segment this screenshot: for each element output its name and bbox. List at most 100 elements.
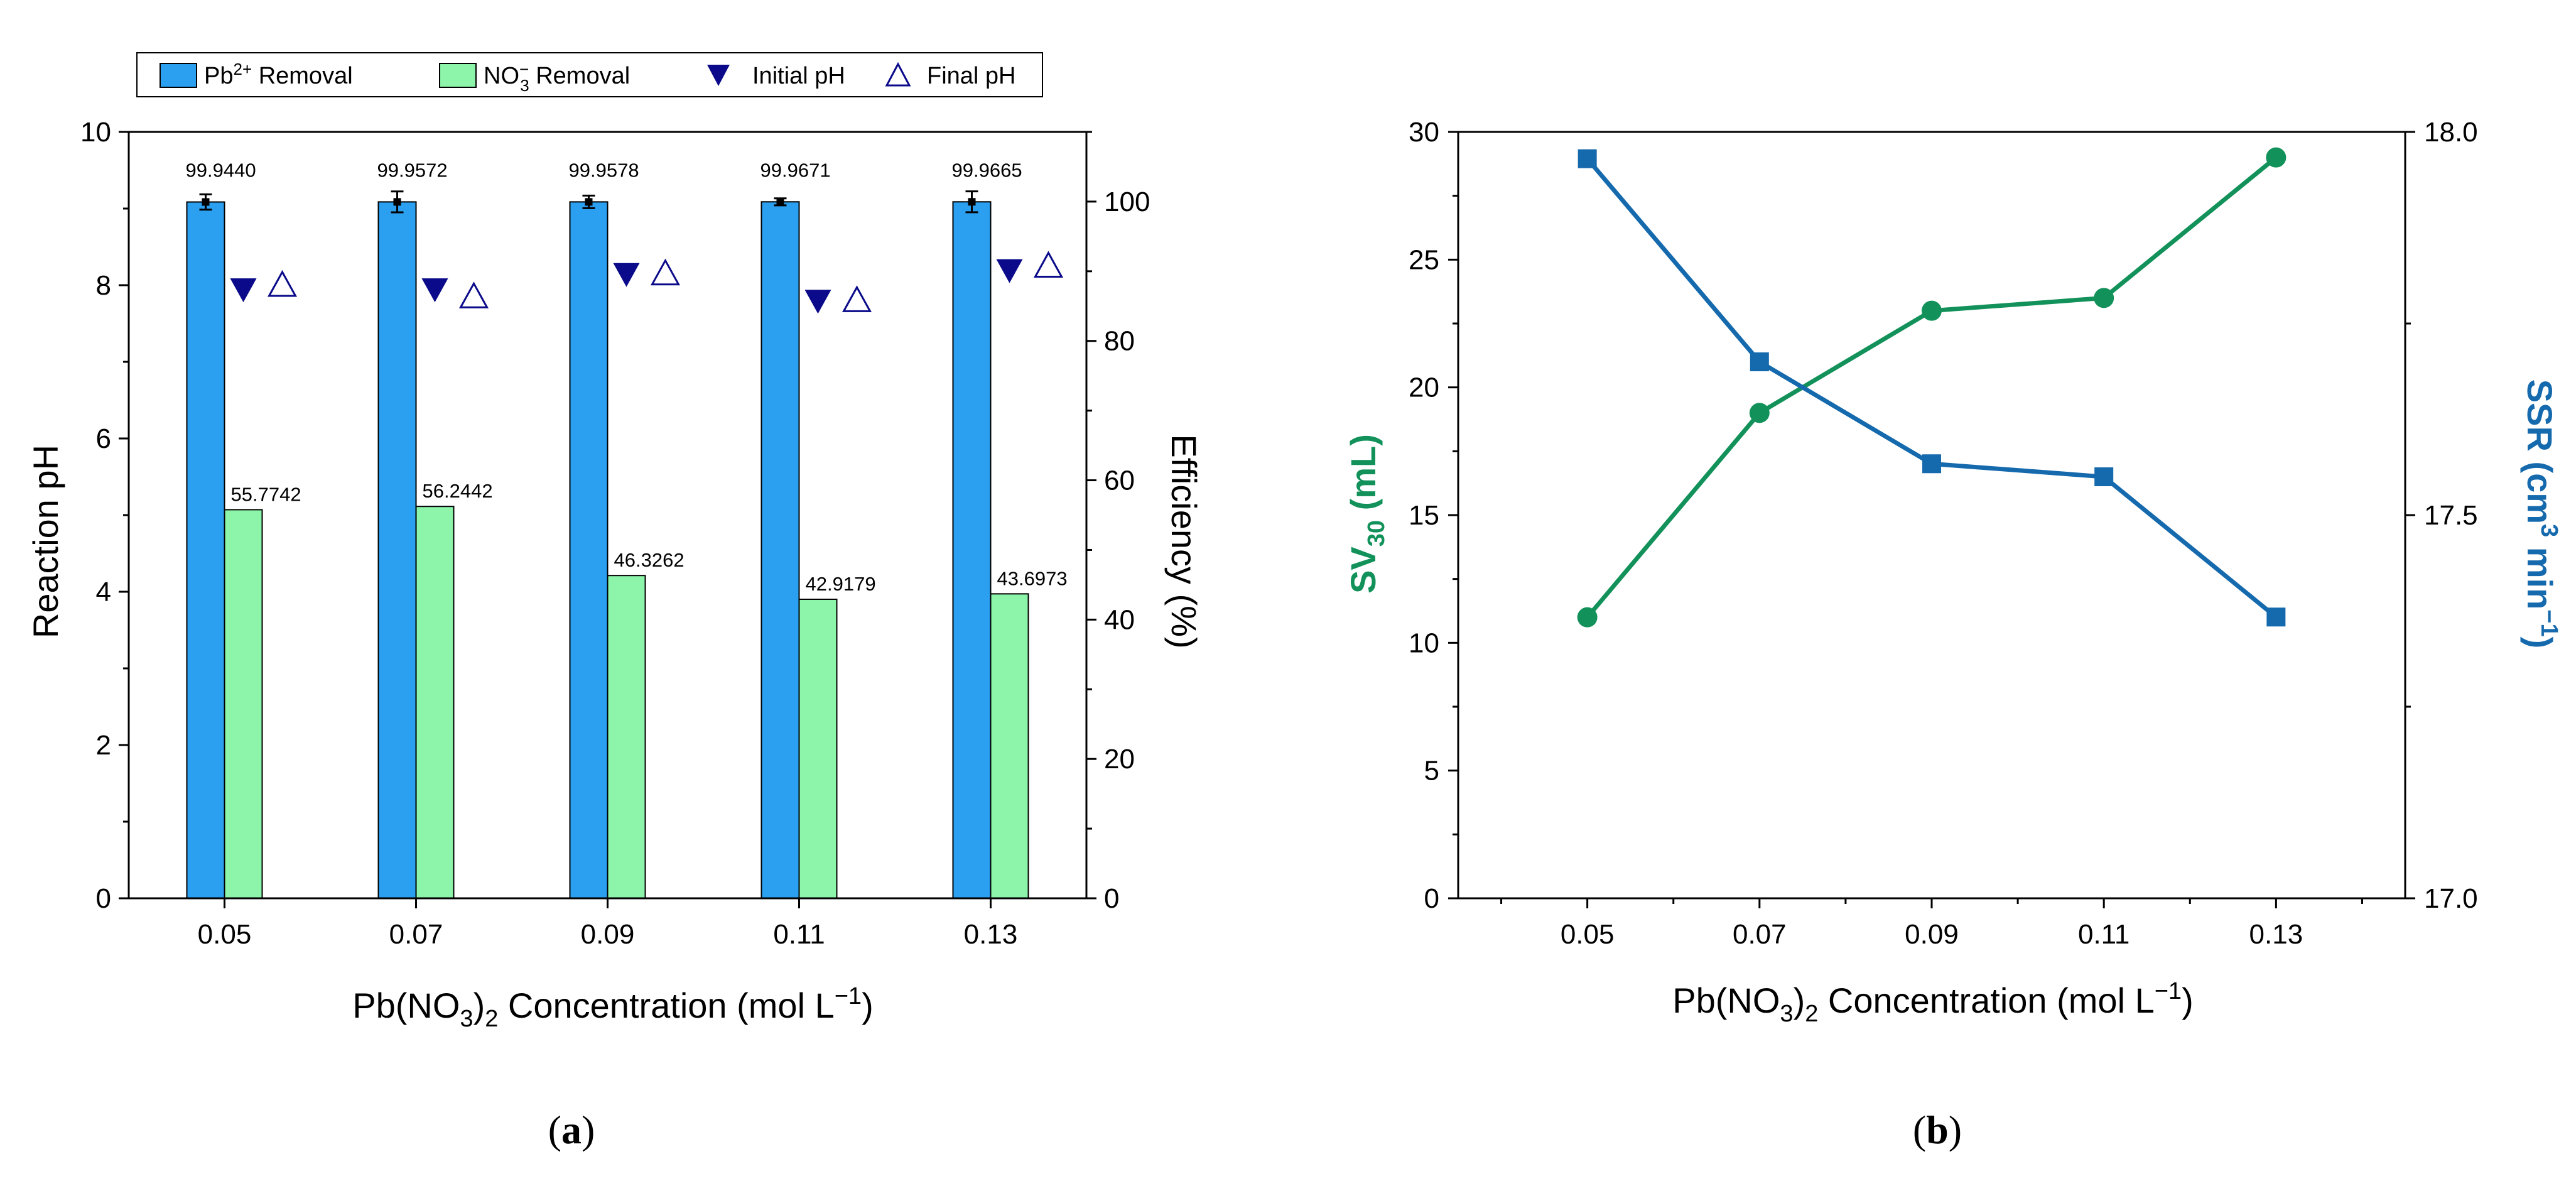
marker-sv30 [1749,403,1770,423]
x-tick-label: 0.13 [2249,919,2303,950]
y-tick-label-right: 60 [1104,465,1135,496]
y-tick-label-right: 18.0 [2424,117,2478,148]
bar-pb-removal [569,201,609,900]
y-tick-label-left: 0 [1424,883,1439,914]
y-tick-label-left: 10 [1409,628,1439,658]
line-sv30 [1585,155,2278,619]
bar-no3-removal [607,575,646,899]
x-axis-title-b: Pb(NO3)2 Concentration (mol L−1) [1672,978,2193,1027]
marker-ssr [1922,454,1941,474]
marker-final-ph [458,281,489,308]
error-mean-point [202,198,210,206]
data-label: 99.9440 [186,160,256,182]
axes-b: 0 5 10 15 20 25 30 17.0 17.5 18.0 0.05 0.07 0.09 0.11… [1409,117,2478,950]
data-label: 55.7742 [231,483,301,505]
data-label: 42.9179 [806,573,876,595]
plot-frame-b [1457,131,2406,900]
y-tick-label-right: 20 [1104,744,1135,775]
y-tick-label-right: 17.0 [2424,883,2478,914]
legend-label-initial-ph: Initial pH [752,63,845,89]
x-tick-label: 0.09 [1905,919,1959,950]
data-labels-a: 99.9440 99.9572 99.9578 99.9671 99.9665 55.77… [186,159,1068,595]
x-tick-label: 0.05 [198,919,252,950]
x-tick-label: 0.11 [2078,919,2130,950]
marker-final-ph [842,285,872,312]
error-mean-point [585,198,593,206]
legend-label-no3-removal: NO− 3 Removal [484,60,630,95]
marker-ssr [1750,352,1769,371]
legend-marker-initial-ph [707,65,730,86]
line-ssr [1585,157,2278,619]
marker-sv30 [2266,147,2286,168]
panel-label-a: (a) [548,1107,595,1152]
chart-b: 0 5 10 15 20 25 30 17.0 17.5 18.0 0.05 0.07 0.09 0.11… [1343,117,2562,1027]
data-label: 99.9671 [760,159,831,181]
y-tick-label-left: 30 [1409,117,1439,148]
y-tick-label-left: 0 [96,883,111,914]
x-tick-label: 0.07 [389,919,443,950]
marker-initial-ph [996,259,1023,283]
lines-b [1585,155,2278,619]
bar-pb-removal [760,201,800,900]
legend-label-pb-removal: Pb2+ Removal [204,60,353,89]
y-axis-title-left-b: SV30 (mL) [1343,434,1390,594]
marker-initial-ph [804,290,831,314]
y-axis-title-right-a: Efficiency (%) [1164,434,1204,648]
marker-sv30 [1577,607,1598,628]
data-label: 99.9572 [377,159,448,181]
chart-a: 99.9440 99.9572 99.9578 99.9671 99.9665 55.77… [26,52,1204,1032]
y-tick-label-left: 4 [96,577,111,607]
y-axis-title-left-a: Reaction pH [26,445,65,638]
y-tick-label-left: 20 [1409,373,1439,403]
bar-no3-removal [224,509,263,899]
legend-a: Pb2+ Removal NO− 3 Removal Initial pH Fin… [136,52,1043,97]
y-axis-title-right-b: SSR (cm3 min−1) [2520,379,2562,649]
bars-a [186,190,1029,900]
y-tick-label-right: 100 [1104,187,1150,217]
y-tick-label-right: 40 [1104,604,1135,635]
error-mean-point [968,198,976,206]
data-label: 99.9578 [569,159,639,181]
legend-label-final-ph: Final pH [927,63,1016,89]
y-tick-label-left: 10 [80,117,111,148]
legend-marker-final-ph [885,62,911,87]
x-tick-label: 0.11 [773,919,825,950]
marker-final-ph [650,258,681,286]
marker-ssr [1578,149,1597,168]
y-tick-label-left: 25 [1409,244,1439,275]
marker-sv30 [1922,300,1942,321]
marker-ssr [2094,467,2114,486]
error-mean-point [393,198,401,206]
bar-pb-removal [952,201,992,899]
data-label: 46.3262 [614,549,685,571]
bar-pb-removal [186,201,225,900]
bar-pb-removal [377,201,417,899]
data-label: 99.9665 [952,159,1022,181]
data-label: 56.2442 [423,480,493,502]
y-tick-label-right: 80 [1104,326,1135,357]
ph-markers-a [230,251,1064,314]
marker-final-ph [267,269,298,297]
x-tick-label: 0.13 [964,919,1018,950]
marker-sv30 [2094,288,2114,308]
markers-b [1577,147,2286,628]
marker-ssr [2266,607,2286,627]
y-tick-label-left: 2 [96,730,111,761]
x-tick-label: 0.07 [1733,919,1787,950]
x-tick-label: 0.09 [581,919,635,950]
legend-swatch-pb-removal [160,63,197,88]
x-tick-label: 0.05 [1561,919,1615,950]
y-tick-label-left: 5 [1424,756,1439,786]
y-tick-label-right: 17.5 [2424,500,2478,531]
x-axis-title-a: Pb(NO3)2 Concentration (mol L−1) [352,983,873,1032]
legend-swatch-no3-removal [439,63,477,88]
marker-initial-ph [421,278,448,303]
bar-no3-removal [415,506,455,899]
bar-no3-removal [798,599,838,899]
error-mean-point [776,198,784,206]
y-tick-label-left: 6 [96,423,111,454]
marker-initial-ph [613,263,640,287]
y-tick-label-left: 15 [1409,500,1439,531]
